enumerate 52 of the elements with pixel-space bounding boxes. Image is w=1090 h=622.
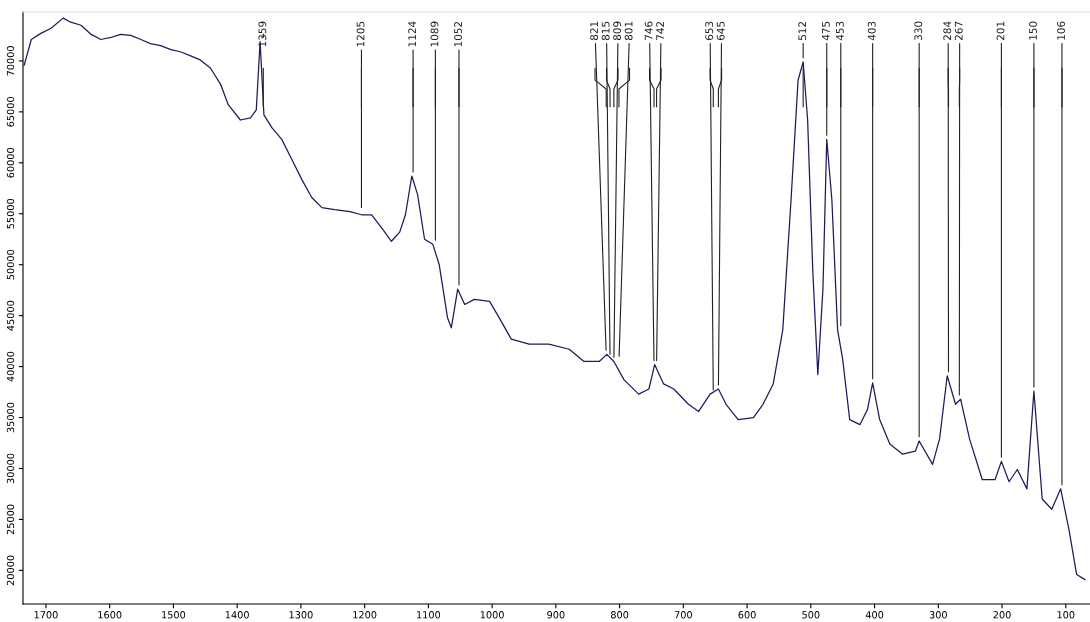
annotation: 106 [1057, 21, 1065, 40]
x-tick-label: 1300 [289, 611, 313, 619]
y-tick-label: 20000 [6, 555, 15, 586]
annotation: 801 [624, 21, 633, 41]
y-tick-label: 50000 [6, 249, 15, 280]
annotation: 267 [954, 21, 963, 40]
x-tick-label: 300 [929, 611, 947, 619]
annotation: 1124 [408, 21, 416, 47]
y-tick-label: 70000 [6, 46, 15, 76]
annotation: 1205 [356, 21, 365, 47]
annotation: 512 [798, 21, 807, 40]
y-tick-label: 65000 [6, 97, 15, 127]
y-tick-label: 35000 [6, 402, 15, 433]
y-tick-label: 60000 [6, 147, 15, 178]
x-tick-label: 400 [865, 611, 884, 619]
x-tick-label: 1000 [480, 611, 504, 619]
annotation: 653 [705, 21, 714, 41]
annotation: 284 [943, 21, 952, 40]
annotation: 403 [867, 21, 876, 41]
y-tick-label: 40000 [6, 351, 15, 382]
y-tick-label: 45000 [6, 300, 15, 331]
x-tick-label: 1500 [162, 611, 186, 619]
x-tick-label: 1400 [225, 611, 249, 619]
annotation: 1089 [430, 21, 439, 47]
annotation: 453 [835, 21, 844, 41]
annotation: 742 [656, 21, 664, 40]
annotation: 1359 [258, 21, 267, 47]
x-tick-label: 700 [674, 611, 692, 619]
x-tick-label: 1200 [353, 611, 377, 619]
annotation: 201 [996, 21, 1005, 40]
x-tick-label: 200 [993, 611, 1011, 619]
annotation: 821 [590, 21, 599, 41]
annotation: 645 [716, 21, 725, 41]
annotation: 1052 [454, 21, 462, 47]
x-tick-label: 1600 [98, 611, 122, 619]
y-tick-label: 30000 [6, 453, 15, 484]
x-tick-label: 600 [738, 611, 756, 619]
x-tick-label: 1100 [417, 611, 441, 619]
x-tick-label: 1700 [34, 611, 58, 619]
y-tick-label: 25000 [6, 504, 15, 535]
x-tick-label: 100 [1057, 611, 1075, 619]
annotation: 475 [822, 21, 830, 41]
x-tick-label: 800 [610, 611, 629, 619]
annotation: 809 [613, 21, 622, 41]
line-series [23, 17, 1086, 581]
annotation: 330 [914, 21, 923, 40]
y-tick-label: 55000 [6, 198, 15, 229]
annotation: 746 [644, 21, 653, 40]
annotation: 150 [1029, 21, 1037, 40]
x-tick-label: 500 [802, 611, 820, 619]
annotation: 815 [601, 21, 610, 41]
x-tick-label: 900 [547, 611, 565, 619]
